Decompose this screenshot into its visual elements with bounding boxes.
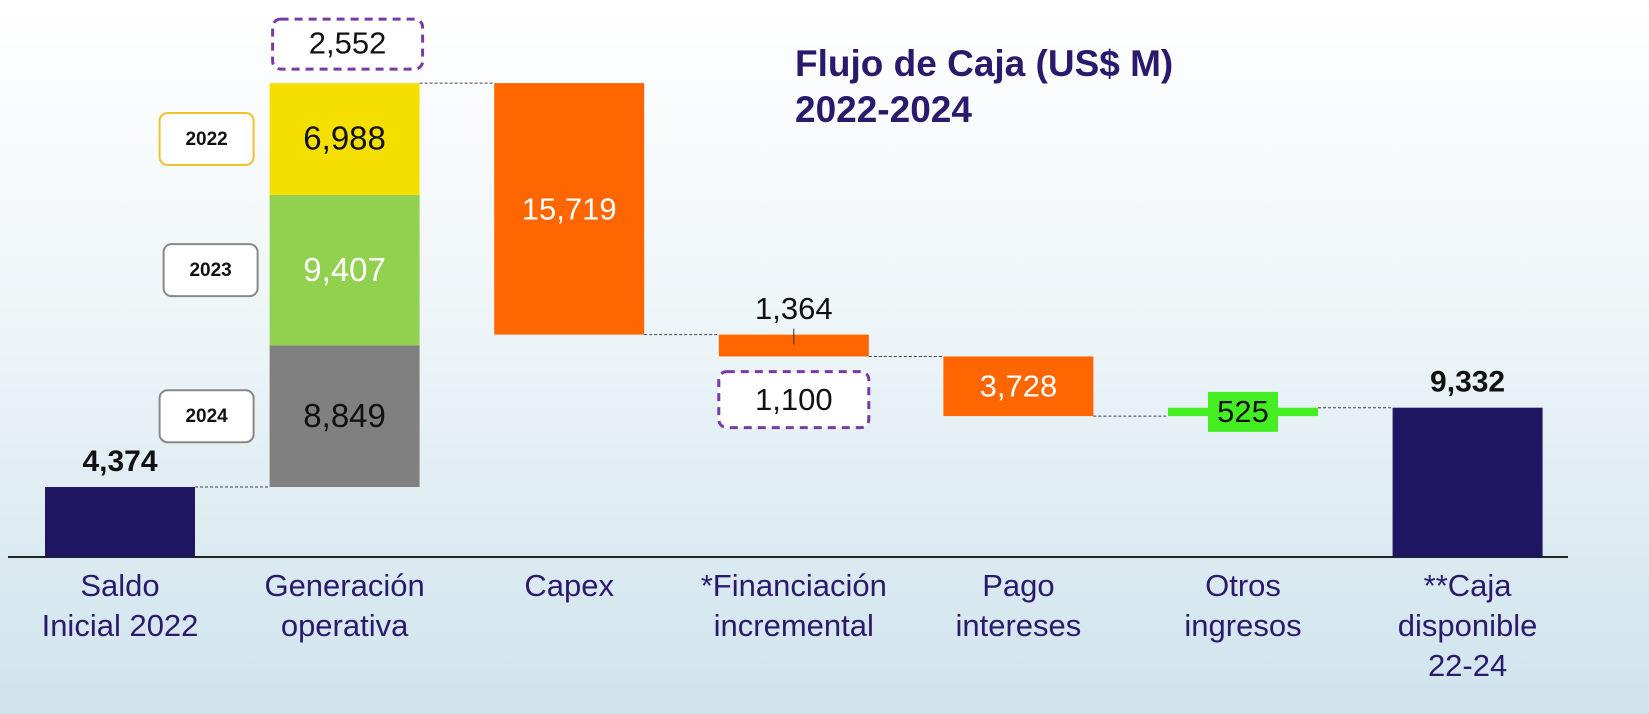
bar [943,356,1094,417]
value-label: 4,374 [82,445,157,478]
bar-segment [269,83,420,195]
x-tick-label: ingresos [1184,608,1301,643]
x-tick-label: intereses [956,608,1082,643]
x-tick-label: Otros [1205,568,1281,603]
legend-box [158,112,255,167]
legend-box [162,243,259,298]
bar [45,487,195,557]
value-label: 3,728 [980,368,1058,403]
bar [718,334,869,357]
x-tick-label: Pago [982,568,1054,603]
value-label-box [1208,391,1278,432]
x-tick-label: incremental [714,608,874,643]
x-tick-label: disponible [1398,608,1538,643]
value-label: 8,849 [303,397,386,434]
value-label: 525 [1217,394,1269,429]
x-tick-label: Generación [264,568,424,603]
chart-title: Flujo de Caja (US$ M) [795,43,1173,84]
x-tick-label: Capex [524,568,614,603]
x-tick-label: 22-24 [1428,648,1507,683]
x-tick-label: **Caja [1424,568,1513,603]
value-label: 9,332 [1430,366,1505,399]
annotation: 1,100 [755,382,833,417]
x-tick-label: operativa [281,608,409,643]
annotation-box [717,370,871,430]
x-tick-label: Inicial 2022 [42,608,199,643]
bar [494,83,645,335]
bar-segment [269,194,420,346]
value-label: 1,364 [755,291,833,326]
annotation: 2,552 [309,25,387,60]
bar [1392,407,1543,557]
x-tick-label: *Financiación [701,568,887,603]
value-label: 15,719 [522,191,617,226]
chart-title: 2022-2024 [795,89,972,130]
legend-label: 2023 [189,260,231,281]
legend-label: 2022 [185,129,227,150]
annotation-box [271,17,425,71]
legend-box [158,389,255,444]
x-tick-label: Saldo [80,568,159,603]
value-label: 9,407 [303,251,386,288]
value-label: 6,988 [303,120,386,157]
legend-label: 2024 [185,406,228,427]
bar-segment [269,345,420,488]
